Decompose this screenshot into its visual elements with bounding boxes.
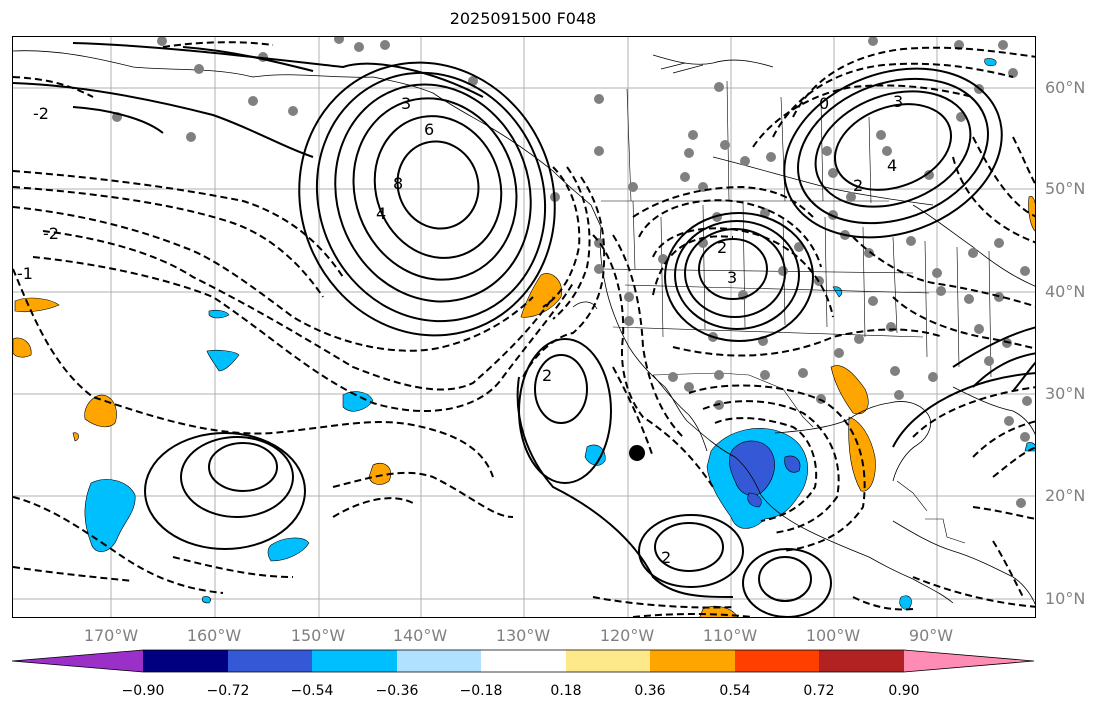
colorbar-segment bbox=[566, 650, 650, 672]
colorbar-tick: 0.54 bbox=[719, 683, 751, 699]
colorbar-tick: −0.90 bbox=[121, 683, 165, 699]
lat-label-10n: 10°N bbox=[1045, 589, 1086, 608]
negative-contours bbox=[13, 41, 1035, 617]
contour-label: 2 bbox=[717, 238, 727, 257]
lon-label-100w: 100°W bbox=[805, 626, 861, 645]
colorbar-segment bbox=[481, 650, 566, 672]
colorbar-tick: −0.54 bbox=[290, 683, 334, 699]
contour-label: 4 bbox=[887, 156, 897, 175]
colorbar-segment bbox=[819, 650, 904, 672]
lon-label-150w: 150°W bbox=[290, 626, 346, 645]
colorbar-tick: 0.18 bbox=[550, 683, 582, 699]
colorbar-segment bbox=[12, 650, 143, 672]
colorbar-segment bbox=[904, 650, 1034, 672]
storm-center-marker bbox=[629, 445, 645, 461]
lon-label-90w: 90°W bbox=[908, 626, 954, 645]
positive-contours bbox=[13, 42, 1035, 617]
colorbar-tick: 0.72 bbox=[803, 683, 835, 699]
contour-label: -2 bbox=[33, 104, 49, 123]
lon-label-160w: 160°W bbox=[186, 626, 242, 645]
lon-label-140w: 140°W bbox=[392, 626, 448, 645]
colorbar-tick: 0.90 bbox=[888, 683, 920, 699]
contour-label: 2 bbox=[542, 366, 552, 385]
positive-anomaly-shading bbox=[13, 196, 1035, 617]
lat-label-20n: 20°N bbox=[1045, 486, 1086, 505]
colorbar bbox=[11, 649, 1035, 673]
negative-anomaly-shading bbox=[84, 58, 1035, 610]
lon-label-120w: 120°W bbox=[599, 626, 655, 645]
contour-label: 0 bbox=[819, 94, 829, 113]
colorbar-segment bbox=[228, 650, 312, 672]
contour-label: 2 bbox=[853, 176, 863, 195]
contour-label: -1 bbox=[17, 264, 33, 283]
contour-labels: 6 8 4 3 0 2 3 4 2 3 2 -2 -1 -2 2 bbox=[17, 92, 903, 567]
map-canvas: 6 8 4 3 0 2 3 4 2 3 2 -2 -1 -2 2 bbox=[13, 37, 1035, 617]
contour-label: 2 bbox=[661, 548, 671, 567]
colorbar-tick: −0.36 bbox=[375, 683, 419, 699]
colorbar-segment bbox=[312, 650, 397, 672]
lon-label-110w: 110°W bbox=[702, 626, 758, 645]
contour-label: 3 bbox=[893, 92, 903, 111]
lat-label-50n: 50°N bbox=[1045, 179, 1086, 198]
lat-label-40n: 40°N bbox=[1045, 282, 1086, 301]
colorbar-outline bbox=[11, 649, 1035, 673]
contour-label: 3 bbox=[401, 94, 411, 113]
coastlines bbox=[13, 50, 1035, 605]
colorbar-segment bbox=[650, 650, 735, 672]
contour-label: 4 bbox=[376, 204, 386, 223]
map-panel: 6 8 4 3 0 2 3 4 2 3 2 -2 -1 -2 2 bbox=[12, 36, 1036, 618]
contour-label: 3 bbox=[727, 268, 737, 287]
colorbar-segment bbox=[735, 650, 819, 672]
colorbar-tick: −0.72 bbox=[206, 683, 250, 699]
colorbar-segment bbox=[397, 650, 481, 672]
lat-label-60n: 60°N bbox=[1045, 78, 1086, 97]
colorbar-segment bbox=[143, 650, 228, 672]
colorbar-tick: 0.36 bbox=[634, 683, 666, 699]
lon-label-130w: 130°W bbox=[495, 626, 551, 645]
contour-label: 6 bbox=[424, 120, 434, 139]
contour-label: -2 bbox=[43, 224, 59, 243]
lon-label-170w: 170°W bbox=[83, 626, 139, 645]
lat-label-30n: 30°N bbox=[1045, 384, 1086, 403]
chart-title: 2025091500 F048 bbox=[449, 9, 597, 28]
colorbar-tick: −0.18 bbox=[459, 683, 503, 699]
contour-label: 8 bbox=[393, 174, 403, 193]
